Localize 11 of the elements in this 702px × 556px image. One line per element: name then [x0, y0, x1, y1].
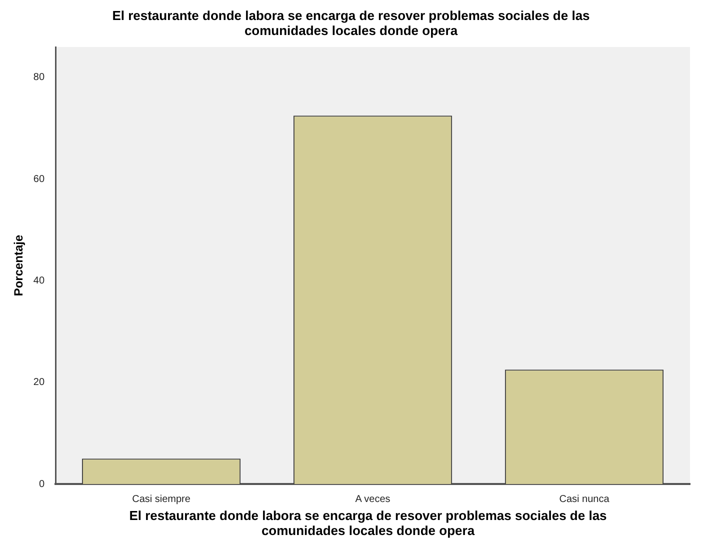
y-tick-label: 80 [33, 72, 45, 84]
y-tick-label: 40 [33, 275, 45, 286]
y-tick-label: 20 [33, 377, 45, 388]
y-axis-title: Porcentaje [12, 234, 26, 296]
x-tick-label: A veces [355, 494, 390, 505]
chart-title: El restaurante donde labora se encarga de resover problemas sociales de las comunidades locales donde opera [111, 8, 591, 38]
x-tick-label: Casi nunca [559, 494, 610, 505]
x-tick-label: Casi siempre [132, 494, 191, 505]
x-axis-title: El restaurante donde labora se encarga de resover problemas sociales de las comunidades locales donde opera [128, 508, 608, 538]
y-tick-label: 60 [33, 174, 45, 185]
y-tick-label: 0 [38, 478, 45, 490]
